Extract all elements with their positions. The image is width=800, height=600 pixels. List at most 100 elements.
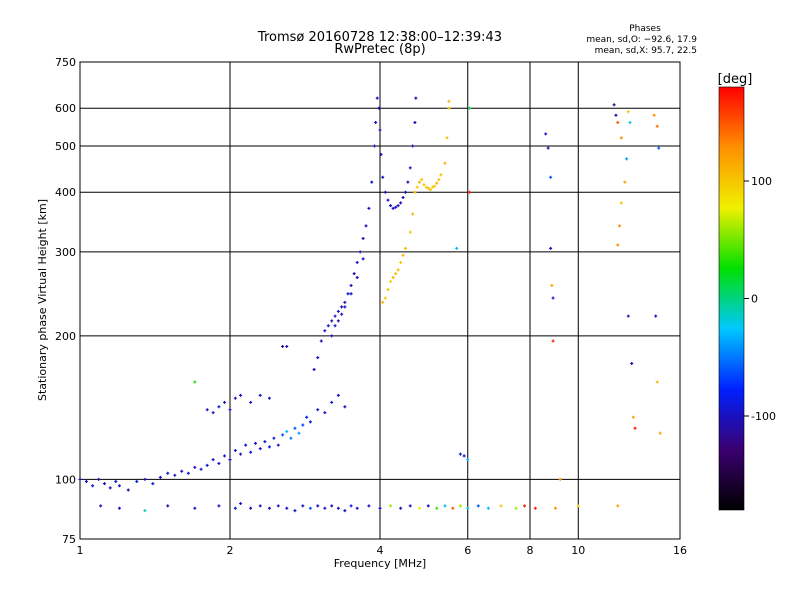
- y-axis-ticks: 75 100 200 300 400 500 600 750: [55, 56, 76, 546]
- data-point: [336, 319, 340, 323]
- data-point: [301, 423, 305, 427]
- data-point: [330, 504, 334, 508]
- data-point: [616, 504, 620, 508]
- data-point: [108, 486, 112, 490]
- data-point: [417, 180, 421, 184]
- x-tick-label: 16: [673, 544, 687, 557]
- data-point: [394, 272, 398, 276]
- data-point: [272, 436, 276, 440]
- data-point: [447, 99, 451, 103]
- data-point: [343, 305, 347, 309]
- data-point: [326, 324, 330, 328]
- data-point: [267, 396, 271, 400]
- data-point: [394, 205, 398, 209]
- chart-subtitle: RwPretec (8p): [334, 42, 425, 57]
- data-point: [233, 448, 237, 452]
- data-point: [576, 504, 580, 508]
- data-point: [336, 506, 340, 510]
- colorbar-ticks: 100 0 -100: [744, 175, 776, 423]
- data-point: [426, 186, 430, 190]
- data-point: [455, 246, 459, 250]
- data-point: [631, 415, 635, 419]
- data-point: [443, 504, 447, 508]
- data-point: [468, 190, 472, 194]
- data-point: [143, 509, 147, 513]
- data-point: [428, 188, 432, 192]
- data-point: [383, 190, 387, 194]
- data-point: [381, 300, 385, 304]
- colorbar-tick-label: 0: [751, 293, 758, 306]
- y-tick-label: 300: [55, 246, 76, 259]
- data-point: [417, 506, 421, 510]
- data-point: [533, 506, 537, 510]
- data-points: [78, 96, 662, 513]
- data-point: [114, 479, 118, 483]
- data-point: [308, 506, 312, 510]
- data-point: [349, 283, 353, 287]
- data-point: [633, 426, 637, 430]
- data-point: [411, 212, 415, 216]
- data-point: [499, 504, 503, 508]
- data-point: [233, 396, 237, 400]
- data-point: [378, 128, 382, 132]
- data-point: [308, 420, 312, 424]
- data-point: [333, 324, 337, 328]
- x-tick-label: 6: [464, 544, 471, 557]
- data-point: [355, 506, 359, 510]
- data-point: [316, 504, 320, 508]
- data-point: [619, 136, 623, 140]
- phase-info-o-line: mean, sd,O: −92.6, 17.9: [586, 35, 697, 45]
- data-point: [336, 393, 340, 397]
- data-point: [403, 246, 407, 250]
- data-point: [422, 183, 426, 187]
- data-point: [343, 405, 347, 409]
- data-point: [323, 411, 327, 415]
- data-point: [293, 509, 297, 513]
- data-point: [431, 185, 435, 189]
- x-tick-label: 8: [527, 544, 534, 557]
- y-tick-label: 750: [55, 56, 76, 69]
- data-point: [217, 504, 221, 508]
- data-point: [330, 334, 334, 338]
- x-tick-label: 1: [77, 544, 84, 557]
- data-point: [486, 506, 490, 510]
- phase-info-x-line: mean, sd,X: 95.7, 22.5: [595, 46, 697, 56]
- data-point: [173, 473, 177, 477]
- data-point: [281, 433, 285, 437]
- data-point: [655, 380, 659, 384]
- data-point: [249, 400, 253, 404]
- data-point: [258, 447, 262, 451]
- data-point: [285, 344, 289, 348]
- data-point: [258, 393, 262, 397]
- data-point: [399, 260, 403, 264]
- data-point: [258, 504, 262, 508]
- data-point: [239, 502, 243, 506]
- data-point: [228, 458, 232, 462]
- data-point: [211, 458, 215, 462]
- y-tick-label: 400: [55, 186, 76, 199]
- data-point: [205, 408, 209, 412]
- data-point: [91, 484, 95, 488]
- data-point: [549, 175, 553, 179]
- data-point: [458, 504, 462, 508]
- data-point: [199, 467, 203, 471]
- data-point: [373, 144, 377, 148]
- data-point: [546, 146, 550, 150]
- data-point: [551, 339, 555, 343]
- data-point: [396, 268, 400, 272]
- data-point: [549, 246, 553, 250]
- data-point: [151, 482, 155, 486]
- data-point: [399, 201, 403, 205]
- data-point: [652, 113, 656, 117]
- data-point: [558, 477, 562, 481]
- data-point: [378, 506, 382, 510]
- data-point: [276, 504, 280, 508]
- data-point: [263, 440, 267, 444]
- data-point: [623, 180, 627, 184]
- data-point: [316, 408, 320, 412]
- data-point: [658, 431, 662, 435]
- colorbar: [718, 86, 745, 511]
- data-point: [377, 106, 381, 110]
- data-point: [135, 479, 139, 483]
- data-point: [551, 296, 555, 300]
